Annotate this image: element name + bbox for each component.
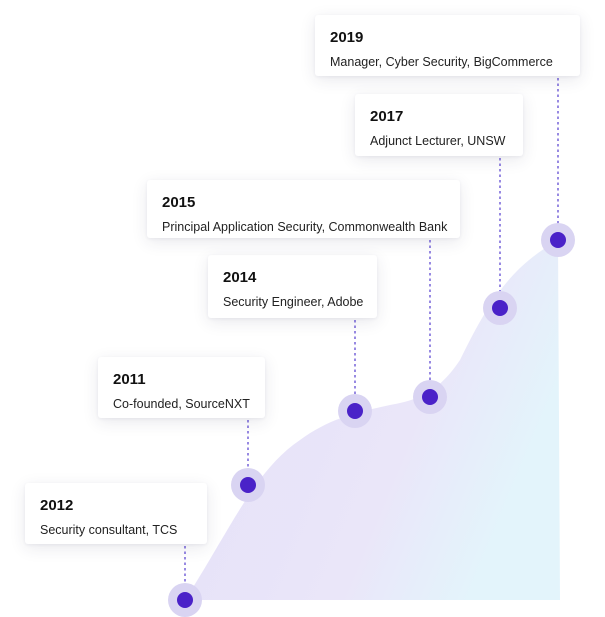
milestone-role: Security consultant, TCS: [40, 523, 178, 537]
milestone-year: 2012: [40, 497, 74, 514]
milestone-role: Co-founded, SourceNXT: [113, 397, 250, 411]
milestone-card-2012: 2012 Security consultant, TCS: [25, 483, 207, 544]
milestone-role: Manager, Cyber Security, BigCommerce: [330, 55, 553, 69]
milestone-year: 2019: [330, 29, 364, 46]
milestone-card-2015: 2015 Principal Application Security, Com…: [147, 180, 460, 238]
milestone-year: 2014: [223, 269, 257, 286]
milestone-dot-2017: [492, 300, 508, 316]
milestone-dot-2012: [177, 592, 193, 608]
growth-area: [185, 240, 560, 600]
milestone-dot-2015: [422, 389, 438, 405]
milestone-role: Principal Application Security, Commonwe…: [162, 220, 448, 234]
milestone-year: 2015: [162, 194, 196, 211]
milestone-role: Security Engineer, Adobe: [223, 295, 364, 309]
milestone-role: Adjunct Lecturer, UNSW: [370, 134, 506, 148]
milestone-dot-2019: [550, 232, 566, 248]
milestone-card-2019: 2019 Manager, Cyber Security, BigCommerc…: [315, 15, 580, 76]
milestone-year: 2011: [113, 371, 146, 388]
milestone-dot-2014: [347, 403, 363, 419]
milestone-year: 2017: [370, 108, 404, 125]
milestone-card-2017: 2017 Adjunct Lecturer, UNSW: [355, 94, 523, 156]
milestone-dot-2011: [240, 477, 256, 493]
milestone-card-2011: 2011 Co-founded, SourceNXT: [98, 357, 265, 418]
milestone-card-2014: 2014 Security Engineer, Adobe: [208, 255, 377, 318]
